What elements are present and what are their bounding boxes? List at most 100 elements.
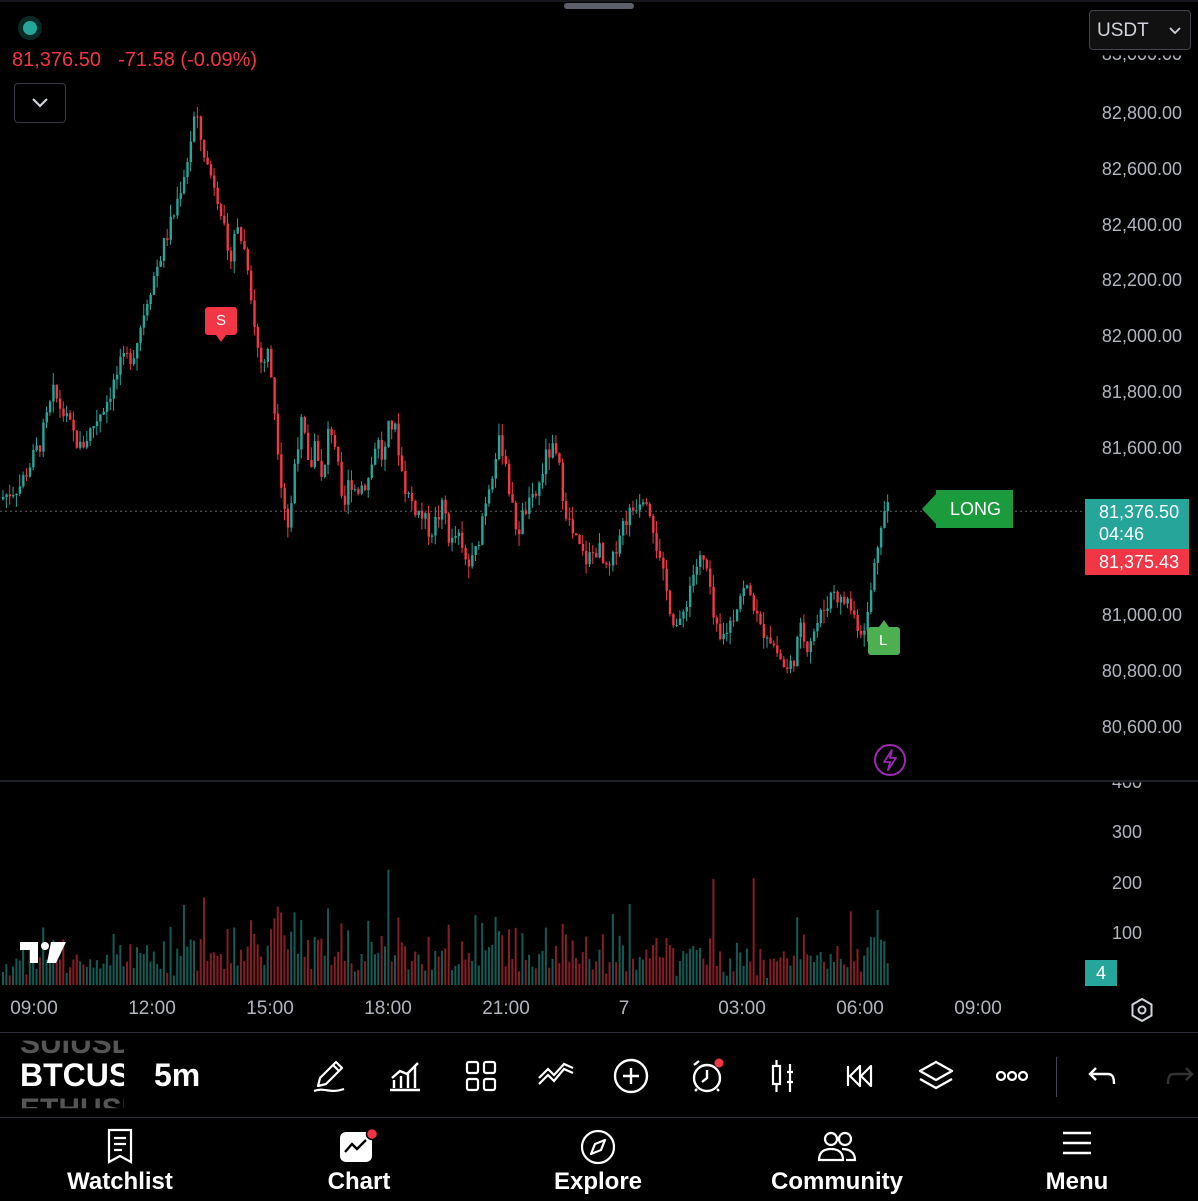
bottom-navigation: Watchlist Chart Explore Community Menu <box>0 1117 1198 1201</box>
candle-body <box>286 508 290 528</box>
volume-bar <box>568 961 571 985</box>
indicators-icon[interactable] <box>385 1056 425 1096</box>
sell-signal-marker[interactable]: S <box>205 307 237 342</box>
symbol-current[interactable]: BTCUSD <box>20 1057 124 1093</box>
candle-body <box>538 482 541 496</box>
volume-bar <box>611 913 614 985</box>
replay-icon[interactable] <box>840 1056 880 1096</box>
volume-bar <box>213 952 216 985</box>
candle-body <box>839 596 843 603</box>
candle-body <box>652 516 655 533</box>
pen-icon[interactable] <box>310 1056 350 1096</box>
symbol-next[interactable]: ETHUSD <box>20 1093 124 1126</box>
volume-bar <box>159 968 162 985</box>
candle-body <box>152 276 156 295</box>
layers-icon[interactable] <box>916 1056 956 1096</box>
volume-bar <box>745 948 748 985</box>
candle-body <box>729 620 732 633</box>
volume-bar <box>668 944 671 985</box>
candle-body <box>380 439 384 460</box>
candle-body <box>745 585 749 589</box>
volume-bar <box>554 945 557 985</box>
market-status-icon <box>18 16 42 40</box>
volume-bar <box>306 939 309 985</box>
nav-community[interactable]: Community <box>717 1118 957 1201</box>
collapse-button[interactable] <box>14 83 66 123</box>
long-signal-flag[interactable]: LONG <box>922 490 1014 528</box>
candle-body <box>306 432 310 460</box>
volume-bar <box>270 929 273 985</box>
compare-icon[interactable] <box>536 1056 576 1096</box>
lightning-icon[interactable] <box>873 743 907 777</box>
candle-body <box>682 611 685 619</box>
time-axis-label: 21:00 <box>482 998 530 1019</box>
candle-body <box>886 502 890 512</box>
long-flag-label: LONG <box>950 499 1002 519</box>
candle-body <box>115 374 119 380</box>
candle-body <box>196 116 199 118</box>
candle-body <box>658 550 662 558</box>
nav-watchlist[interactable]: Watchlist <box>0 1118 240 1201</box>
candle-body <box>528 497 531 514</box>
price-header: 81,376.50 -71.58 (-0.09%) <box>12 49 257 72</box>
volume-bar <box>682 951 685 985</box>
candle-body <box>715 617 719 624</box>
volume-bar <box>789 965 792 985</box>
candle-body <box>487 489 491 504</box>
candle-body <box>373 448 377 465</box>
alert-icon[interactable] <box>687 1056 727 1096</box>
nav-menu[interactable]: Menu <box>957 1118 1197 1201</box>
volume-bar <box>561 923 564 985</box>
candle-body <box>812 631 816 642</box>
volume-bar <box>759 949 762 985</box>
candle-type-icon[interactable] <box>764 1056 804 1096</box>
redo-icon[interactable] <box>1160 1056 1198 1096</box>
time-axis-label: 15:00 <box>246 998 294 1019</box>
volume-bar <box>601 934 604 985</box>
volume-bar <box>528 954 531 985</box>
more-icon[interactable] <box>992 1056 1032 1096</box>
candle-body <box>605 563 608 565</box>
volume-bar <box>136 947 139 985</box>
volume-bar <box>464 959 467 985</box>
volume-bar <box>514 927 517 985</box>
candle-body <box>491 478 494 490</box>
volume-bar <box>702 958 705 985</box>
candle-body <box>300 416 303 450</box>
volume-bar <box>256 944 259 985</box>
volume-axis-label: 400 <box>1111 772 1142 793</box>
candle-body <box>203 139 206 158</box>
long-signal-marker[interactable]: L <box>868 620 900 655</box>
candle-body <box>833 591 836 593</box>
candle-body <box>146 304 149 316</box>
candle-body <box>856 614 859 632</box>
add-icon[interactable] <box>611 1056 651 1096</box>
settings-icon[interactable] <box>1128 996 1156 1024</box>
layout-grid-icon[interactable] <box>461 1056 501 1096</box>
price-axis-label: 80,800.00 <box>1101 661 1182 682</box>
candle-body <box>223 216 226 224</box>
volume-bar <box>541 950 544 985</box>
candle-body <box>179 193 182 199</box>
volume-bar <box>796 917 799 985</box>
currency-select[interactable]: USDT <box>1089 10 1191 50</box>
undo-icon[interactable] <box>1082 1056 1122 1096</box>
nav-explore[interactable]: Explore <box>478 1118 718 1201</box>
interval-select[interactable]: 5m <box>154 1057 201 1093</box>
candle-body <box>819 609 823 623</box>
drag-handle[interactable] <box>564 3 634 9</box>
candle-body <box>12 495 15 497</box>
price-chart[interactable] <box>0 0 1198 1030</box>
volume-bar <box>806 954 809 985</box>
price-axis-label: 82,000.00 <box>1101 326 1182 347</box>
nav-chart[interactable]: Chart <box>239 1118 479 1201</box>
volume-bar <box>283 935 286 985</box>
volume-bar <box>672 948 675 985</box>
candle-body <box>742 588 745 597</box>
symbol-prev[interactable]: SUIUSD <box>20 1027 124 1060</box>
volume-bar <box>809 955 812 985</box>
candle-body <box>239 227 243 242</box>
volume-bar <box>886 963 889 985</box>
volume-bar <box>400 942 403 985</box>
current-price-badge: 81,376.50 04:46 <box>1085 499 1189 549</box>
